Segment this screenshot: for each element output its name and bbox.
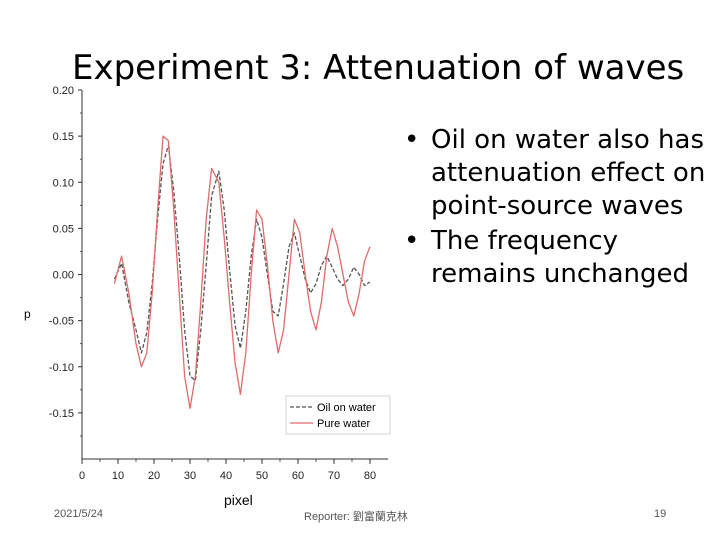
page-number: 19: [654, 508, 667, 520]
legend-label-pure: Pure water: [317, 418, 371, 430]
legend-box: [285, 395, 391, 435]
x-tick-label: 60: [292, 470, 304, 482]
x-tick-label: 40: [220, 470, 232, 482]
y-tick-label: 0.20: [53, 85, 74, 97]
x-tick-label: 10: [112, 470, 124, 482]
x-tick-label: 50: [256, 470, 268, 482]
bullet-text: Oil on water also has attenuation effect…: [431, 125, 706, 221]
series-line-oil-on-water: [113, 144, 371, 382]
y-tick-label: 0.15: [53, 131, 74, 143]
bullet-item: • Oil on water also has attenuation effe…: [404, 124, 714, 223]
x-tick-label: 80: [364, 470, 376, 482]
chart-series: [113, 135, 371, 409]
footer-date: 2021/5/24: [54, 508, 103, 520]
legend-label-oil: Oil on water: [317, 402, 376, 414]
x-tick-label: 0: [79, 470, 85, 482]
bullet-dot-icon: •: [404, 226, 420, 256]
bullet-text: The frequency remains unchanged: [431, 226, 690, 289]
y-tick-label: 0.05: [53, 223, 74, 235]
y-tick-label: -0.10: [49, 362, 74, 374]
series-line-pure-water: [113, 135, 371, 409]
x-tick-label: 20: [148, 470, 160, 482]
slide-title: Experiment 3: Attenuation of waves: [72, 48, 685, 88]
chart-axes: 0.20 0.15 0.10 0.05 0.00 -0.05 -0.10 -0.15 0 10 20…: [49, 85, 388, 482]
bullet-item: • The frequency remains unchanged: [404, 225, 714, 291]
y-tick-label: -0.05: [49, 316, 74, 328]
y-tick-label: -0.15: [49, 408, 74, 420]
bullet-list: • Oil on water also has attenuation effe…: [404, 124, 714, 293]
x-tick-label: 30: [184, 470, 196, 482]
x-tick-label: 70: [328, 470, 340, 482]
bullet-dot-icon: •: [404, 125, 420, 155]
y-axis-label-fragment: p: [24, 307, 31, 321]
footer-reporter: Reporter: 劉富蘭克林: [304, 511, 408, 523]
y-tick-label: 0.10: [53, 177, 74, 189]
chart-legend: Oil on water Pure water: [285, 395, 391, 435]
y-tick-label: 0.00: [53, 270, 74, 282]
x-axis-label: pixel: [224, 492, 253, 508]
